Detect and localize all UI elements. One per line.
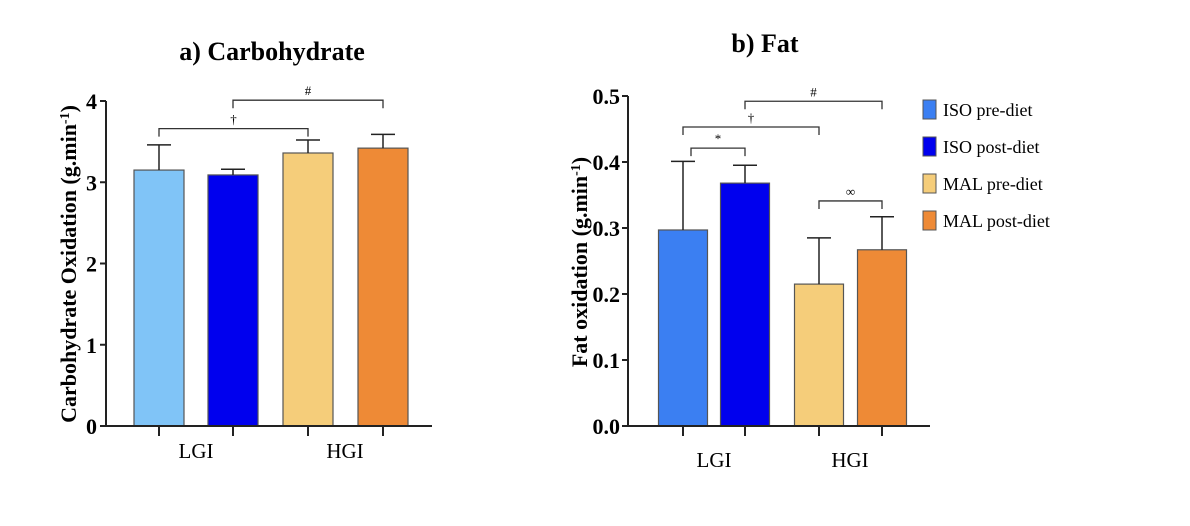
significance-bracket bbox=[690, 147, 746, 157]
significance-bracket bbox=[232, 99, 384, 109]
y-axis-label-sup: -1 bbox=[569, 164, 584, 176]
y-axis-label-text: Carbohydrate Oxidation (g.min bbox=[56, 124, 81, 423]
y-tick-label: 0 bbox=[86, 414, 97, 439]
significance-symbol: # bbox=[305, 83, 312, 98]
y-tick-label: 0.5 bbox=[593, 84, 621, 109]
y-tick-label: 0.2 bbox=[593, 282, 621, 307]
bar bbox=[657, 229, 709, 427]
legend-swatch bbox=[922, 136, 937, 157]
bar bbox=[133, 169, 185, 427]
panel-fat: b) Fat Fat oxidation (g.min-1) 0.0 0.1 0.2… bbox=[567, 29, 1050, 472]
y-axis-label-close: ) bbox=[56, 105, 81, 112]
y-tick-label: 2 bbox=[86, 252, 97, 277]
y-tick-label: 1 bbox=[86, 333, 97, 358]
significance-symbol: # bbox=[810, 84, 817, 99]
y-tick-label: 3 bbox=[86, 170, 97, 195]
significance-bracket bbox=[744, 100, 883, 110]
bar bbox=[719, 182, 771, 427]
y-tick-label: 0.4 bbox=[593, 150, 621, 175]
significance-symbol: ∞ bbox=[846, 184, 855, 199]
x-category-label: HGI bbox=[831, 448, 868, 472]
significance-symbol: * bbox=[715, 131, 722, 146]
x-category-label: LGI bbox=[179, 439, 214, 463]
y-tick-label: 0.0 bbox=[593, 414, 621, 439]
y-axis-label: Carbohydrate Oxidation (g.min-1) bbox=[56, 105, 81, 423]
chart-title: a) Carbohydrate bbox=[179, 37, 365, 66]
bar bbox=[207, 174, 259, 427]
legend-label: ISO pre-diet bbox=[943, 100, 1032, 120]
y-axis-label-text: Fat oxidation (g.min bbox=[567, 176, 592, 367]
y-tick-label: 0.3 bbox=[593, 216, 621, 241]
bar bbox=[357, 147, 409, 427]
legend-label: ISO post-diet bbox=[943, 137, 1040, 157]
y-axis-label-close: ) bbox=[567, 157, 592, 164]
legend-swatch bbox=[922, 210, 937, 231]
x-category-label: HGI bbox=[326, 439, 363, 463]
y-axis-label: Fat oxidation (g.min-1) bbox=[567, 157, 592, 367]
y-axis-label-sup: -1 bbox=[58, 112, 73, 124]
significance-bracket bbox=[158, 127, 309, 137]
legend-label: MAL pre-diet bbox=[943, 174, 1043, 194]
significance-symbol: † bbox=[748, 110, 755, 125]
significance-symbol: † bbox=[230, 112, 237, 127]
bar bbox=[282, 152, 334, 427]
significance-bracket bbox=[818, 200, 883, 209]
x-category-label: LGI bbox=[697, 448, 732, 472]
legend-swatch bbox=[922, 173, 937, 194]
y-tick-label: 0.1 bbox=[593, 348, 621, 373]
legend-label: MAL post-diet bbox=[943, 211, 1050, 231]
chart-title: b) Fat bbox=[731, 29, 799, 58]
significance-bracket bbox=[682, 126, 820, 136]
y-tick-label: 4 bbox=[86, 89, 97, 114]
bar bbox=[856, 249, 908, 427]
legend-swatch bbox=[922, 99, 937, 120]
bar bbox=[793, 283, 845, 427]
panel-carbohydrate: a) Carbohydrate Carbohydrate Oxidation (… bbox=[56, 37, 432, 463]
